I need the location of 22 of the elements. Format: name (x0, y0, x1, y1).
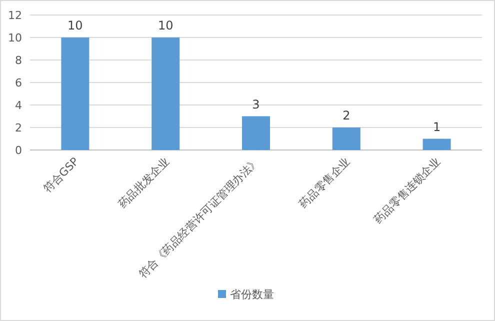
y-tick-label: 0 (15, 144, 22, 157)
y-tick-label: 8 (15, 54, 22, 67)
y-tick-label: 6 (15, 76, 22, 90)
data-label: 3 (252, 97, 260, 112)
x-tick-label: 药品批发企业 (116, 154, 172, 211)
bar (152, 38, 180, 150)
y-tick-label: 4 (15, 99, 22, 112)
bar (242, 116, 270, 150)
x-tick-label: 药品零售连锁企业 (372, 154, 443, 226)
x-tick-label: 符合GSP (40, 154, 82, 196)
bar (332, 128, 360, 150)
data-label: 2 (342, 108, 350, 122)
y-tick-label: 12 (8, 9, 22, 22)
y-tick-label: 2 (15, 122, 22, 134)
legend-label: 省份数量 (230, 288, 274, 301)
data-label: 10 (68, 18, 83, 32)
data-label: 1 (432, 120, 441, 134)
y-tick-label: 10 (8, 32, 22, 44)
bar (61, 38, 90, 150)
bar (422, 138, 451, 150)
x-tick-label: 药品零售企业 (296, 154, 353, 211)
data-label: 10 (158, 18, 174, 32)
